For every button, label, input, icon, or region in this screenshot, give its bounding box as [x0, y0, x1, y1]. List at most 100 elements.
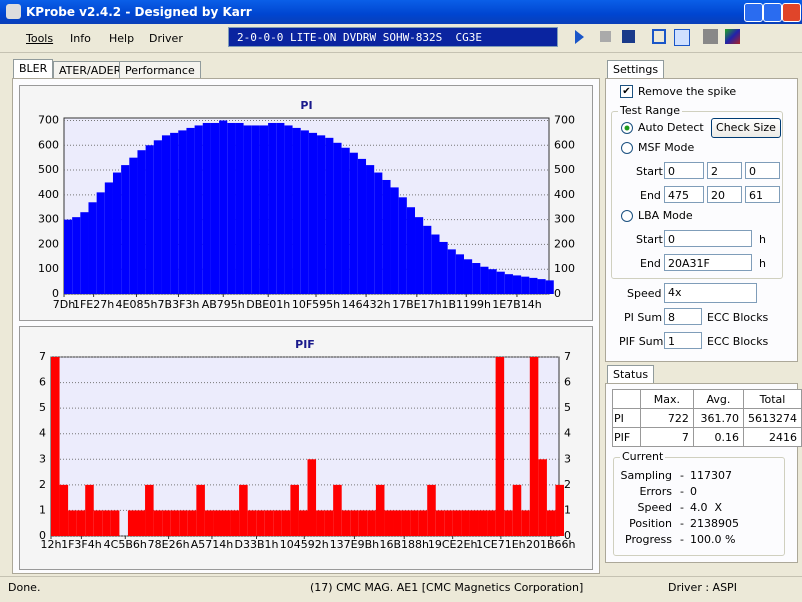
field-label: Speed: [627, 287, 662, 300]
bar: [382, 179, 391, 294]
menu-item[interactable]: Driver: [149, 32, 183, 45]
msf-end-sec[interactable]: 20: [707, 186, 742, 203]
bar: [366, 165, 375, 294]
msf-start-sec[interactable]: 2: [707, 162, 742, 179]
bar: [88, 202, 97, 294]
current-label: Speed: [637, 501, 672, 514]
bar: [401, 510, 411, 536]
separator: -: [680, 469, 684, 482]
tab[interactable]: ATER/ADER: [53, 61, 128, 79]
close-button[interactable]: [782, 3, 801, 22]
radio[interactable]: [621, 122, 633, 134]
bar: [521, 510, 530, 536]
x-tick-label: 10F595h: [292, 298, 340, 311]
x-tick-label: 201B66h: [526, 538, 576, 551]
y2-tick-label: 300: [554, 213, 575, 226]
bar: [555, 484, 565, 536]
bar: [196, 484, 205, 536]
maximize-button[interactable]: [763, 3, 782, 22]
start-button[interactable]: [575, 30, 584, 44]
x-tick-label: 78E26h: [148, 538, 190, 551]
radio[interactable]: [621, 210, 633, 222]
info-button[interactable]: [725, 29, 740, 44]
cell: 0.16: [692, 427, 744, 447]
checkbox[interactable]: ✔: [620, 85, 633, 98]
msf-end-min[interactable]: 475: [664, 186, 704, 203]
bar: [495, 357, 505, 536]
bar: [375, 484, 385, 536]
radio[interactable]: [621, 142, 633, 154]
drive-select[interactable]: 2-0-0-0 LITE-ON DVDRW SOHW-832S CG3E: [228, 27, 558, 47]
check-size-button[interactable]: Check Size: [711, 118, 781, 138]
msf-start-frame[interactable]: 0: [745, 162, 780, 179]
current-value: 117307: [690, 469, 732, 482]
minimize-button[interactable]: [744, 3, 763, 22]
bar: [325, 137, 334, 294]
bar: [85, 484, 94, 536]
x-tick-label: DBE01h: [246, 298, 290, 311]
tab[interactable]: Settings: [607, 60, 665, 79]
row-label: PI: [612, 408, 641, 428]
lba-end[interactable]: 20A31F: [664, 254, 752, 271]
radio-label: MSF Mode: [638, 141, 695, 154]
bar: [273, 510, 282, 536]
field-label: Start: [636, 233, 663, 246]
bar: [444, 510, 453, 536]
y2-tick-label: 0: [554, 287, 561, 300]
y2-tick-label: 700: [554, 113, 575, 126]
table-button[interactable]: [674, 29, 690, 46]
bar: [256, 510, 265, 536]
bar: [423, 225, 432, 294]
speed-select[interactable]: 4x: [664, 283, 757, 303]
cell: 7: [639, 427, 694, 447]
stop-button[interactable]: [600, 31, 611, 42]
bar: [110, 510, 120, 536]
lba-start[interactable]: 0: [664, 230, 752, 247]
bar: [162, 510, 171, 536]
tab[interactable]: Performance: [119, 61, 201, 79]
cell: 5613274: [742, 408, 802, 428]
bar: [68, 510, 77, 536]
separator: -: [680, 533, 684, 546]
menu-item[interactable]: Info: [70, 32, 91, 45]
bar: [452, 510, 462, 536]
bar: [93, 510, 103, 536]
bar: [187, 510, 197, 536]
tab[interactable]: Status: [607, 365, 655, 384]
field-label: End: [640, 189, 661, 202]
y2-tick-label: 6: [564, 376, 571, 389]
bar: [333, 484, 342, 536]
tab[interactable]: BLER: [13, 59, 54, 78]
bar: [435, 510, 445, 536]
menu-item[interactable]: Tools: [26, 32, 54, 45]
bar: [472, 263, 481, 294]
bar: [210, 122, 220, 294]
msf-end-frame[interactable]: 61: [745, 186, 780, 203]
tools-button[interactable]: [703, 29, 718, 44]
bar: [178, 130, 187, 294]
pi-chart: PI 0 0 100 100 200 200 300 300 400 400 500 500 600 600…: [19, 85, 593, 321]
bar: [390, 187, 399, 294]
y2-tick-label: 7: [564, 350, 571, 363]
bar: [537, 279, 546, 294]
bar: [80, 212, 89, 294]
view-button[interactable]: [652, 29, 666, 44]
pi-sum-input[interactable]: 8: [664, 308, 702, 325]
y2-tick-label: 200: [554, 237, 575, 250]
msf-start-min[interactable]: 0: [664, 162, 704, 179]
save-button[interactable]: [622, 30, 635, 43]
bar: [504, 274, 513, 294]
bar: [393, 510, 402, 536]
y-tick-label: 5: [39, 401, 46, 414]
x-tick-label: 7B3F3h: [158, 298, 200, 311]
bar: [480, 266, 489, 294]
menu-item[interactable]: Help: [109, 32, 135, 45]
bar: [455, 254, 464, 294]
y-tick-label: 100: [38, 262, 59, 275]
bar: [504, 510, 513, 536]
bar: [194, 125, 203, 294]
pif-sum-input[interactable]: 1: [664, 332, 702, 349]
field-label: ECC Blocks: [707, 311, 769, 324]
y2-tick-label: 1: [564, 503, 571, 516]
